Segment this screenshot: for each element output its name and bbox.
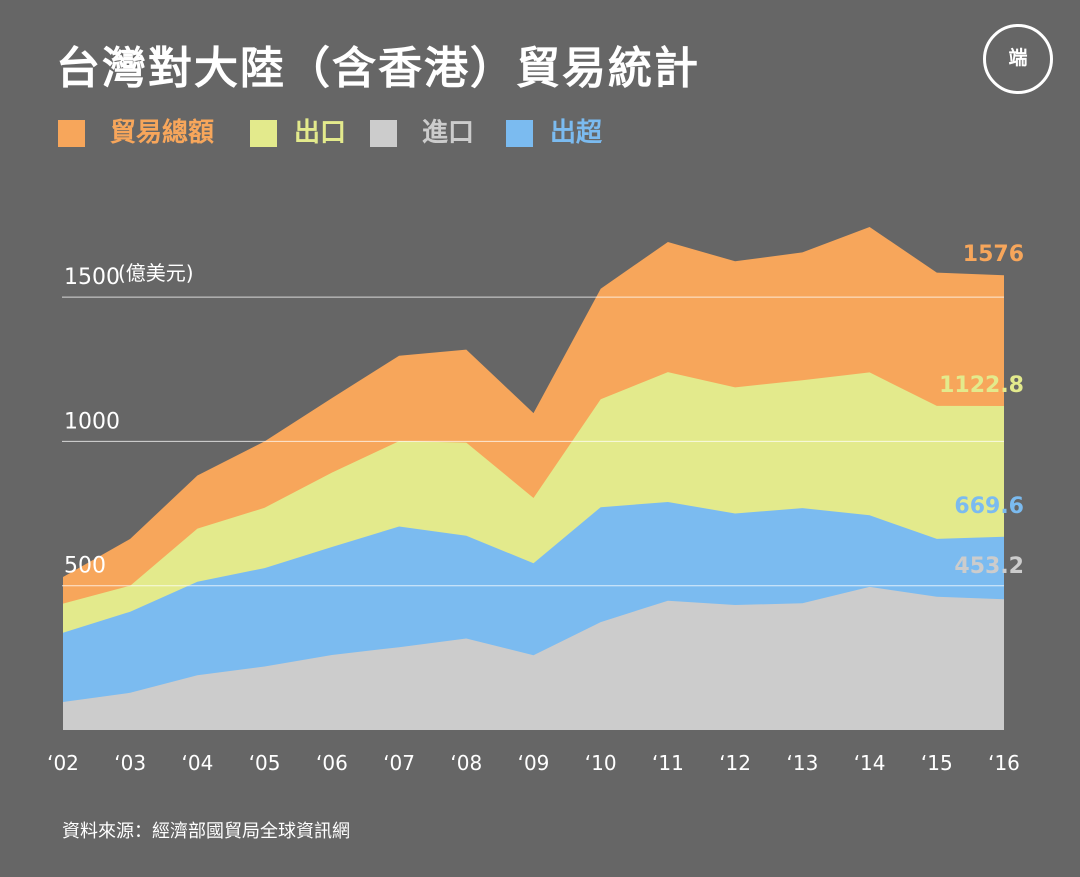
x-tick-label: ‘02 bbox=[47, 751, 79, 775]
legend-label-surplus: 出超 bbox=[550, 118, 603, 148]
legend-swatch-surplus bbox=[506, 120, 533, 147]
x-tick-label: ‘06 bbox=[316, 751, 348, 775]
area-import bbox=[63, 586, 1004, 730]
legend-label-import: 進口 bbox=[422, 118, 475, 148]
x-tick-label: ‘05 bbox=[249, 751, 281, 775]
end-label-export: 1122.8 bbox=[939, 373, 1024, 398]
legend-label-total: 貿易總額 bbox=[110, 118, 215, 148]
chart-title: 台灣對大陸（含香港）貿易統計 bbox=[56, 43, 700, 94]
x-tick-label: ‘11 bbox=[652, 751, 684, 775]
x-tick-label: ‘09 bbox=[518, 751, 550, 775]
y-tick-label-1000: 1000 bbox=[64, 409, 120, 434]
x-tick-label: ‘14 bbox=[854, 751, 886, 775]
end-label-surplus: 669.6 bbox=[954, 494, 1024, 519]
y-tick-label-1500: 1500 bbox=[64, 265, 120, 290]
x-tick-label: ‘07 bbox=[383, 751, 415, 775]
x-tick-label: ‘15 bbox=[921, 751, 953, 775]
end-label-total: 1576 bbox=[963, 242, 1024, 267]
y-tick-label-500: 500 bbox=[64, 554, 106, 579]
legend-swatch-export bbox=[250, 120, 277, 147]
y-axis-unit-label: (億美元) bbox=[118, 261, 194, 285]
x-tick-label: ‘12 bbox=[719, 751, 751, 775]
legend-label-export: 出口 bbox=[294, 118, 347, 148]
legend-swatch-total bbox=[58, 120, 85, 147]
x-tick-label: ‘08 bbox=[450, 751, 482, 775]
x-tick-label: ‘04 bbox=[181, 751, 213, 775]
initium-logo-icon: 端 bbox=[983, 24, 1053, 94]
x-tick-label: ‘03 bbox=[114, 751, 146, 775]
logo-text: 端 bbox=[1008, 47, 1028, 69]
x-tick-label: ‘10 bbox=[585, 751, 617, 775]
end-label-import: 453.2 bbox=[954, 554, 1024, 579]
x-tick-label: ‘16 bbox=[988, 751, 1020, 775]
source-note: 資料來源：經濟部國貿局全球資訊網 bbox=[62, 821, 350, 842]
legend-swatch-import bbox=[370, 120, 397, 147]
x-tick-label: ‘13 bbox=[786, 751, 818, 775]
